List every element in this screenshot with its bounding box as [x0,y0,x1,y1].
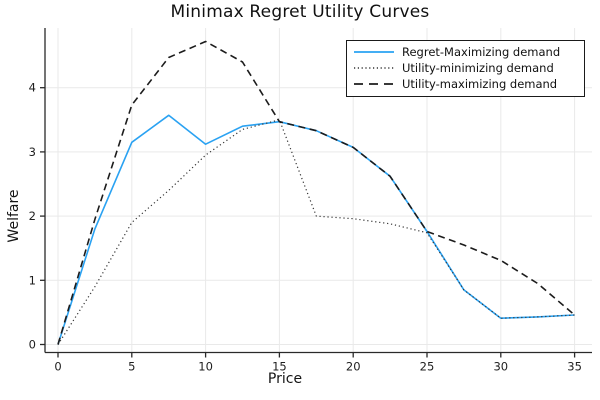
legend-line-sample-solid [354,51,394,53]
legend: Regret-Maximizing demand Utility-minimiz… [346,40,585,97]
x-tick-label: 35 [567,360,582,374]
legend-row-utility-minimizing: Utility-minimizing demand [353,60,578,76]
legend-line-sample-dashed [354,83,394,85]
x-tick-label: 10 [198,360,213,374]
y-tick-label: 2 [29,209,36,223]
x-axis-label: Price [267,371,303,387]
x-tick-label: 20 [346,360,361,374]
x-tick-label: 15 [272,360,287,374]
series-line-utility-maximizing-demand [57,40,576,345]
x-tick-label: 0 [54,360,61,374]
series-line-utility-minimizing-demand [57,119,575,345]
x-tick-label: 30 [493,360,508,374]
x-tick-label: 5 [128,360,135,374]
legend-row-regret-maximizing: Regret-Maximizing demand [353,44,578,60]
y-tick-label: 4 [29,81,36,95]
y-tick-label: 0 [29,338,36,352]
series-line-regret-maximizing-demand [57,114,575,345]
legend-row-utility-maximizing: Utility-maximizing demand [353,76,578,92]
legend-line-sample-dotted [354,67,394,69]
y-tick-label: 3 [29,145,36,159]
y-tick-label: 1 [29,273,36,287]
legend-label: Utility-maximizing demand [402,77,558,91]
legend-label: Utility-minimizing demand [402,61,554,75]
x-tick-label: 25 [420,360,435,374]
y-axis-label: Welfare [6,189,22,243]
legend-label: Regret-Maximizing demand [402,45,561,59]
chart-title: Minimax Regret Utility Curves [170,2,430,22]
